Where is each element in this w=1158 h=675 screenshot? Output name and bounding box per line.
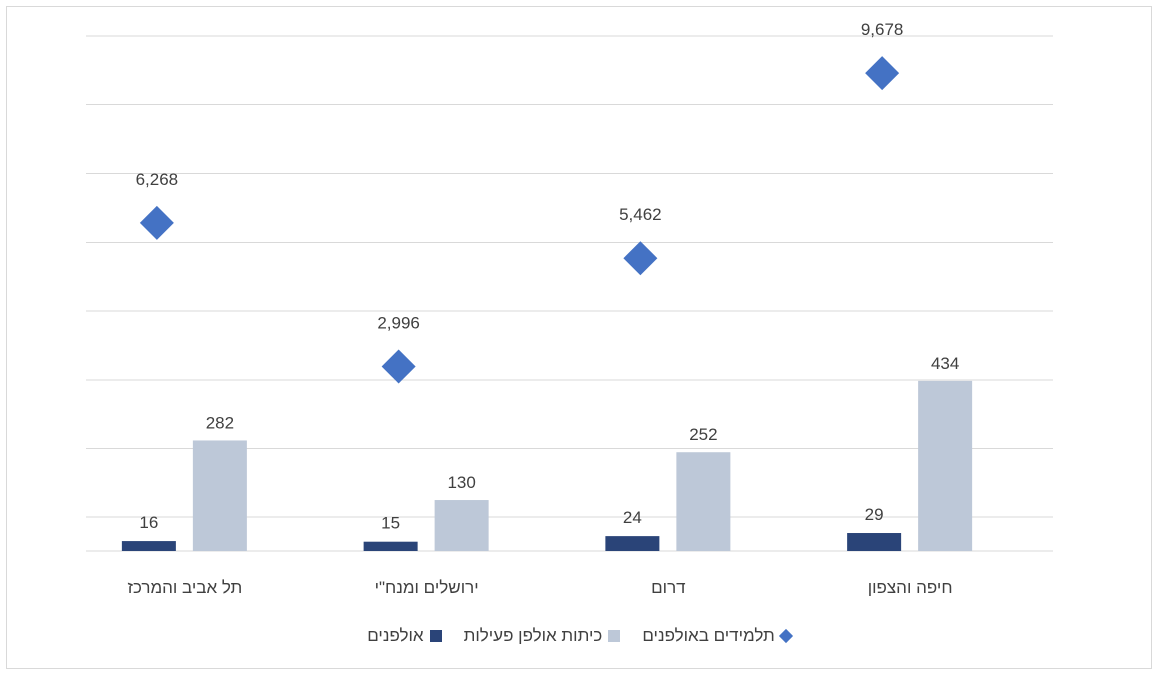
x-tick-label: דרום	[651, 578, 685, 597]
legend-square-icon	[429, 630, 442, 642]
data-label-students: 2,996	[377, 313, 420, 332]
legend-diamond-icon	[778, 628, 793, 644]
legend-square-icon	[608, 630, 621, 642]
bar-classes	[918, 380, 973, 551]
marker-students	[865, 56, 900, 91]
marker-students	[623, 241, 658, 276]
bar-classes	[192, 440, 247, 551]
data-label-students: 5,462	[619, 205, 662, 224]
bar-classes	[434, 500, 489, 551]
data-label-classes: 252	[689, 425, 717, 444]
bar-ulpanim	[363, 541, 418, 551]
legend-label-ulpanim: אולפנים	[367, 626, 424, 645]
legend-item-classes: כיתות אולפן פעילות	[464, 626, 621, 646]
marker-students	[139, 205, 174, 240]
x-tick-label: ירושלים ומנח"י	[375, 578, 479, 597]
data-label-classes: 282	[206, 413, 234, 432]
data-label-students: 9,678	[861, 20, 904, 39]
x-tick-label: חיפה והצפון	[868, 578, 953, 597]
bar-ulpanim	[121, 541, 176, 551]
data-label-ulpanim: 16	[139, 513, 158, 532]
data-label-classes: 434	[931, 354, 959, 373]
legend-item-students: תלמידים באולפנים	[642, 626, 793, 646]
marker-students	[381, 349, 416, 384]
legend: תלמידים באולפנים כיתות אולפן פעילות אולפ…	[0, 626, 1158, 646]
chart-frame	[6, 6, 1152, 669]
legend-label-classes: כיתות אולפן פעילות	[463, 626, 603, 645]
data-label-ulpanim: 24	[623, 508, 642, 527]
legend-item-ulpanim: אולפנים	[367, 626, 442, 646]
legend-label-students: תלמידים באולפנים	[642, 626, 775, 645]
bar-classes	[676, 452, 731, 551]
data-label-ulpanim: 29	[865, 505, 884, 524]
data-label-students: 6,268	[136, 170, 179, 189]
data-label-ulpanim: 15	[381, 514, 400, 533]
bar-ulpanim	[605, 536, 660, 551]
data-label-classes: 130	[447, 473, 475, 492]
x-tick-label: תל אביב והמרכז	[127, 578, 242, 597]
bar-ulpanim	[847, 533, 902, 551]
